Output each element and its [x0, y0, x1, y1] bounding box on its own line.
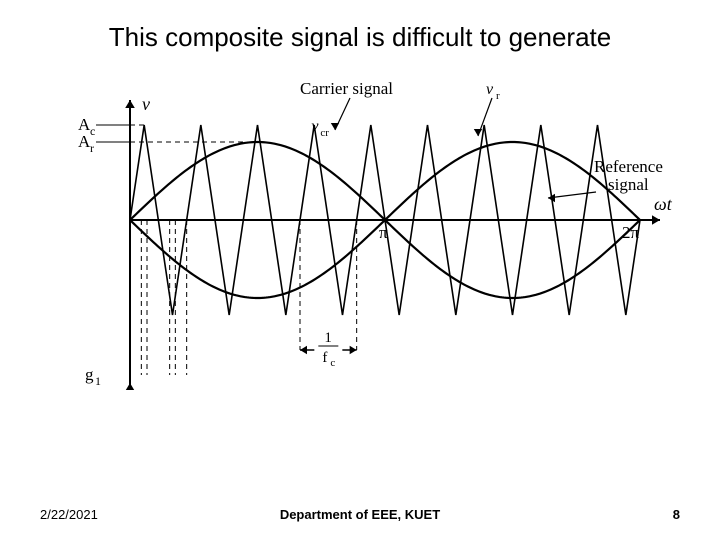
svg-text:1: 1	[324, 330, 332, 346]
svg-text:2π: 2π	[622, 223, 640, 242]
footer-page-number: 8	[673, 507, 680, 522]
footer-department: Department of EEE, KUET	[0, 507, 720, 522]
svg-text:c: c	[330, 357, 335, 369]
diagram-svg: vωtAcArπ2π1fcg1Carrier signalvcrvrRefere…	[60, 80, 680, 410]
diagram-figure: vωtAcArπ2π1fcg1Carrier signalvcrvrRefere…	[60, 80, 680, 415]
svg-text:ωt: ωt	[654, 194, 673, 214]
svg-text:v: v	[142, 94, 150, 114]
svg-text:f: f	[322, 350, 327, 366]
svg-text:cr: cr	[320, 127, 329, 139]
svg-text:c: c	[90, 124, 95, 138]
svg-text:π: π	[379, 223, 388, 242]
svg-text:signal: signal	[608, 175, 649, 194]
svg-text:r: r	[90, 141, 94, 155]
svg-text:r: r	[496, 90, 500, 102]
svg-text:Carrier signal: Carrier signal	[300, 80, 393, 98]
svg-text:1: 1	[95, 374, 101, 388]
svg-text:Reference: Reference	[594, 157, 663, 176]
slide: This composite signal is difficult to ge…	[0, 0, 720, 540]
svg-text:g: g	[85, 365, 94, 384]
svg-text:v: v	[486, 81, 494, 98]
slide-title: This composite signal is difficult to ge…	[0, 22, 720, 53]
svg-text:v: v	[311, 118, 319, 135]
